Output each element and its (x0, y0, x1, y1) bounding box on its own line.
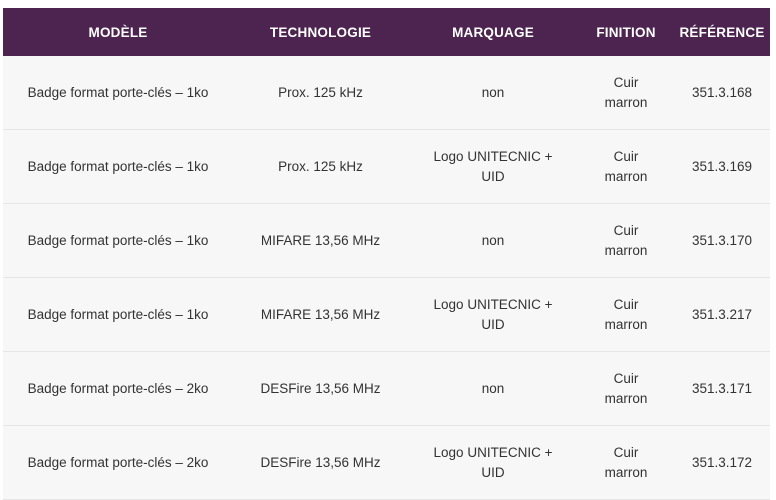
column-header-reference: RÉFÉRENCE (679, 24, 765, 40)
cell-reference: 351.3.217 (674, 277, 770, 352)
cell-technologie: MIFARE 13,56 MHz (233, 277, 408, 352)
cell-modele: Badge format porte-clés – 2ko (3, 425, 233, 500)
cell-reference: 351.3.168 (674, 56, 770, 130)
cell-finition: Cuir marron (578, 351, 674, 426)
cell-technologie: DESFire 13,56 MHz (233, 351, 408, 426)
cell-reference: 351.3.171 (674, 351, 770, 426)
cell-marquage: non (408, 203, 578, 278)
table-row: Badge format porte-clés – 2ko DESFire 13… (3, 425, 770, 500)
column-header-finition: FINITION (596, 24, 656, 40)
cell-modele: Badge format porte-clés – 1ko (3, 129, 233, 204)
cell-technologie: Prox. 125 kHz (233, 129, 408, 204)
table-header: MODÈLE TECHNOLOGIE MARQUAGE FINITION RÉF… (3, 8, 770, 56)
product-spec-table: MODÈLE TECHNOLOGIE MARQUAGE FINITION RÉF… (3, 8, 770, 500)
cell-modele: Badge format porte-clés – 1ko (3, 56, 233, 130)
table-row: Badge format porte-clés – 1ko MIFARE 13,… (3, 277, 770, 352)
cell-modele: Badge format porte-clés – 1ko (3, 203, 233, 278)
column-header-modele: MODÈLE (88, 24, 148, 40)
cell-finition: Cuir marron (578, 277, 674, 352)
cell-technologie: Prox. 125 kHz (233, 56, 408, 130)
cell-technologie: MIFARE 13,56 MHz (233, 203, 408, 278)
cell-modele: Badge format porte-clés – 2ko (3, 351, 233, 426)
cell-finition: Cuir marron (578, 203, 674, 278)
cell-marquage: non (408, 56, 578, 130)
cell-reference: 351.3.170 (674, 203, 770, 278)
cell-reference: 351.3.169 (674, 129, 770, 204)
cell-technologie: DESFire 13,56 MHz (233, 425, 408, 500)
cell-finition: Cuir marron (578, 129, 674, 204)
cell-finition: Cuir marron (578, 425, 674, 500)
cell-modele: Badge format porte-clés – 1ko (3, 277, 233, 352)
cell-marquage: Logo UNITECNIC + UID (408, 425, 578, 500)
table-header-row: MODÈLE TECHNOLOGIE MARQUAGE FINITION RÉF… (3, 8, 770, 56)
column-header-marquage: MARQUAGE (452, 24, 534, 40)
table-body: Badge format porte-clés – 1ko Prox. 125 … (3, 56, 770, 500)
table-row: Badge format porte-clés – 1ko MIFARE 13,… (3, 203, 770, 278)
cell-marquage: Logo UNITECNIC + UID (408, 129, 578, 204)
cell-finition: Cuir marron (578, 56, 674, 130)
column-header-technologie: TECHNOLOGIE (269, 24, 372, 40)
table-row: Badge format porte-clés – 1ko Prox. 125 … (3, 129, 770, 204)
product-spec-table-container: MODÈLE TECHNOLOGIE MARQUAGE FINITION RÉF… (3, 8, 770, 500)
cell-marquage: non (408, 351, 578, 426)
table-row: Badge format porte-clés – 1ko Prox. 125 … (3, 56, 770, 130)
cell-reference: 351.3.172 (674, 425, 770, 500)
table-row: Badge format porte-clés – 2ko DESFire 13… (3, 351, 770, 426)
cell-marquage: Logo UNITECNIC + UID (408, 277, 578, 352)
